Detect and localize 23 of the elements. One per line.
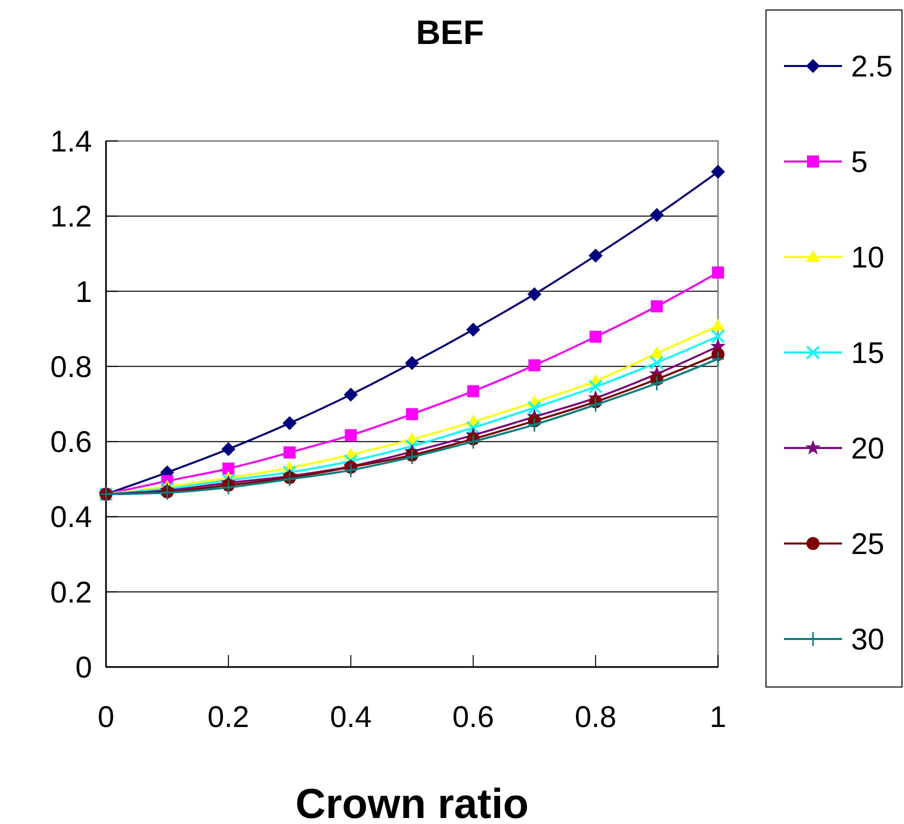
y-tick-label: 0 xyxy=(75,652,92,684)
x-axis-title: Crown ratio xyxy=(295,780,529,824)
legend-label: 5 xyxy=(851,146,868,179)
y-tick-label: 1.4 xyxy=(50,126,92,158)
legend-label: 30 xyxy=(851,624,884,656)
x-tick-label: 0.2 xyxy=(208,701,250,734)
x-tick-label: 0.8 xyxy=(574,701,616,734)
legend-label: 15 xyxy=(851,337,884,370)
chart-title: BEF xyxy=(416,14,484,52)
y-tick-label: 0.6 xyxy=(50,426,92,460)
x-tick-label: 1 xyxy=(710,701,726,734)
legend-label: 2.5 xyxy=(851,50,893,84)
x-tick-label: 0.6 xyxy=(452,701,494,734)
legend-label: 25 xyxy=(851,528,884,561)
legend-label: 10 xyxy=(851,242,884,274)
y-tick-label: 0.8 xyxy=(50,350,92,384)
y-tick-label: 0.4 xyxy=(50,501,92,534)
y-tick-label: 0.2 xyxy=(50,576,92,610)
y-tick-label: 1.2 xyxy=(50,200,92,234)
x-tick-label: 0.4 xyxy=(330,701,372,734)
y-tick-label: 1 xyxy=(75,276,92,309)
legend-label: 20 xyxy=(851,432,884,466)
x-tick-label: 0 xyxy=(98,701,114,734)
